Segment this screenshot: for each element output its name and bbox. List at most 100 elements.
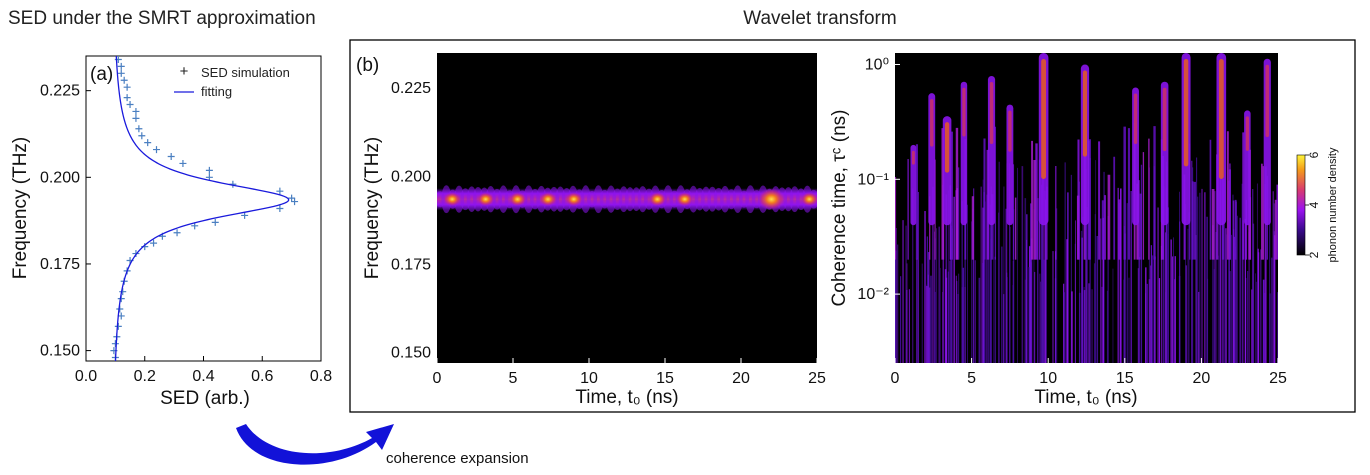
hot-spot (648, 191, 667, 207)
hot-spot (443, 191, 462, 207)
panel-a-xlabel: SED (arb.) (160, 388, 250, 409)
tall-streak-core (1133, 93, 1138, 144)
tall-streak-core (1082, 70, 1088, 157)
colorbar-tick-label: 6 (1307, 151, 1321, 158)
curved-arrow-icon (236, 424, 394, 465)
sed-point (173, 229, 181, 237)
tall-streak-core (1245, 116, 1249, 151)
sed-point (117, 62, 125, 70)
x-tick-label: 25 (808, 370, 826, 387)
sed-point (241, 211, 249, 219)
sed-point (276, 187, 284, 195)
sed-point (291, 198, 299, 206)
tall-streak-core (1218, 59, 1224, 179)
sed-point (288, 194, 296, 202)
panel-b-label: (b) (356, 55, 379, 76)
coherence-expansion-arrow: coherence expansion (236, 424, 529, 467)
sed-point (126, 101, 134, 109)
hot-spot (757, 187, 786, 211)
x-tick-label: 5 (509, 370, 518, 387)
colorbar: 2 4 6 phonon number density (1296, 147, 1339, 262)
hot-spot (476, 191, 495, 207)
legend-marker-sed: + (180, 63, 189, 80)
band-blob (720, 185, 731, 213)
y-tick-label: 0.225 (40, 83, 80, 100)
band-blob (580, 185, 591, 214)
sed-point (276, 205, 284, 212)
band-blob (732, 185, 743, 214)
tall-streak-core (944, 122, 950, 173)
x-tick-label: 10 (580, 370, 598, 387)
band-blob (498, 185, 509, 213)
tall-streak-core (930, 99, 934, 147)
sed-point (191, 222, 199, 230)
sed-point (150, 239, 158, 247)
sed-point (205, 166, 213, 174)
colorbar-tick-label: 4 (1307, 201, 1321, 208)
x-tick-label: 0.0 (75, 368, 97, 385)
arrow-note: coherence expansion (386, 450, 529, 467)
y-tick-label: 10⁰ (865, 56, 889, 73)
colorbar-label: phonon number density (1327, 147, 1339, 262)
hot-spot (508, 191, 527, 207)
band-blob (593, 185, 604, 214)
panel-b1-ylabel: Frequency (THz) (362, 137, 383, 280)
hot-spot (538, 191, 557, 207)
sed-point (123, 83, 131, 91)
panel-b2-xlabel: Time, t₀ (ns) (1034, 387, 1137, 408)
right-title: Wavelet transform (743, 8, 896, 29)
x-tick-label: 15 (656, 370, 674, 387)
y-tick-label: 0.225 (391, 80, 431, 97)
x-tick-label: 0 (433, 370, 442, 387)
sed-point (153, 146, 160, 154)
y-tick-label: 10⁻¹ (857, 171, 889, 188)
x-tick-label: 10 (1039, 370, 1057, 387)
tall-streak-core (911, 150, 915, 165)
y-tick-label: 0.200 (40, 169, 80, 186)
sed-point (144, 139, 152, 147)
x-tick-label: 0 (891, 370, 900, 387)
x-tick-label: 0.8 (310, 368, 332, 385)
panel-b2-ylabel: Coherence time, τᶜ (ns) (829, 110, 850, 307)
fitting-curve (114, 56, 290, 361)
x-tick-label: 5 (967, 370, 976, 387)
panel-b1-xlabel: Time, t₀ (ns) (575, 387, 678, 408)
tall-streak-core (1183, 59, 1189, 167)
y-tick-label: 0.175 (40, 256, 80, 273)
legend: + SED simulation fitting (174, 63, 290, 99)
x-tick-label: 0.4 (192, 368, 214, 385)
tall-streak-core (962, 87, 966, 137)
sed-point (119, 288, 127, 296)
left-title: SED under the SMRT approximation (8, 8, 316, 29)
x-tick-label: 15 (1116, 370, 1134, 387)
y-tick-label: 10⁻² (857, 286, 889, 303)
sed-point (135, 125, 143, 133)
sed-point (132, 114, 140, 122)
sed-point (132, 107, 140, 115)
tall-streak-core (989, 81, 994, 144)
tall-streak-core (1041, 59, 1047, 179)
legend-label-sed: SED simulation (201, 65, 290, 80)
sed-point (117, 69, 125, 77)
tall-streak-core (1008, 110, 1012, 152)
hot-spot (800, 191, 817, 207)
panel-a-ylabel: Frequency (THz) (10, 137, 31, 280)
legend-label-fitting: fitting (201, 84, 232, 99)
colorbar-tick-label: 2 (1307, 251, 1321, 258)
sed-point (179, 159, 187, 167)
sed-point (120, 76, 128, 84)
y-tick-label: 0.150 (40, 343, 80, 360)
x-tick-label: 20 (732, 370, 750, 387)
y-tick-label: 0.200 (391, 168, 431, 185)
sed-point (111, 340, 119, 348)
panel-b-coherence: 0 5 10 15 20 25 10⁻² 10⁻¹ 10⁰ Time, t₀ (ns) Cohe… (829, 53, 1287, 408)
tall-streak-core (1162, 87, 1167, 152)
band-blob (745, 185, 756, 214)
sed-point (211, 218, 219, 226)
sed-point (123, 94, 131, 102)
x-tick-label: 0.6 (251, 368, 273, 385)
tall-streak-core (1265, 64, 1270, 138)
sed-point (138, 132, 146, 140)
tall-streak (910, 144, 917, 226)
